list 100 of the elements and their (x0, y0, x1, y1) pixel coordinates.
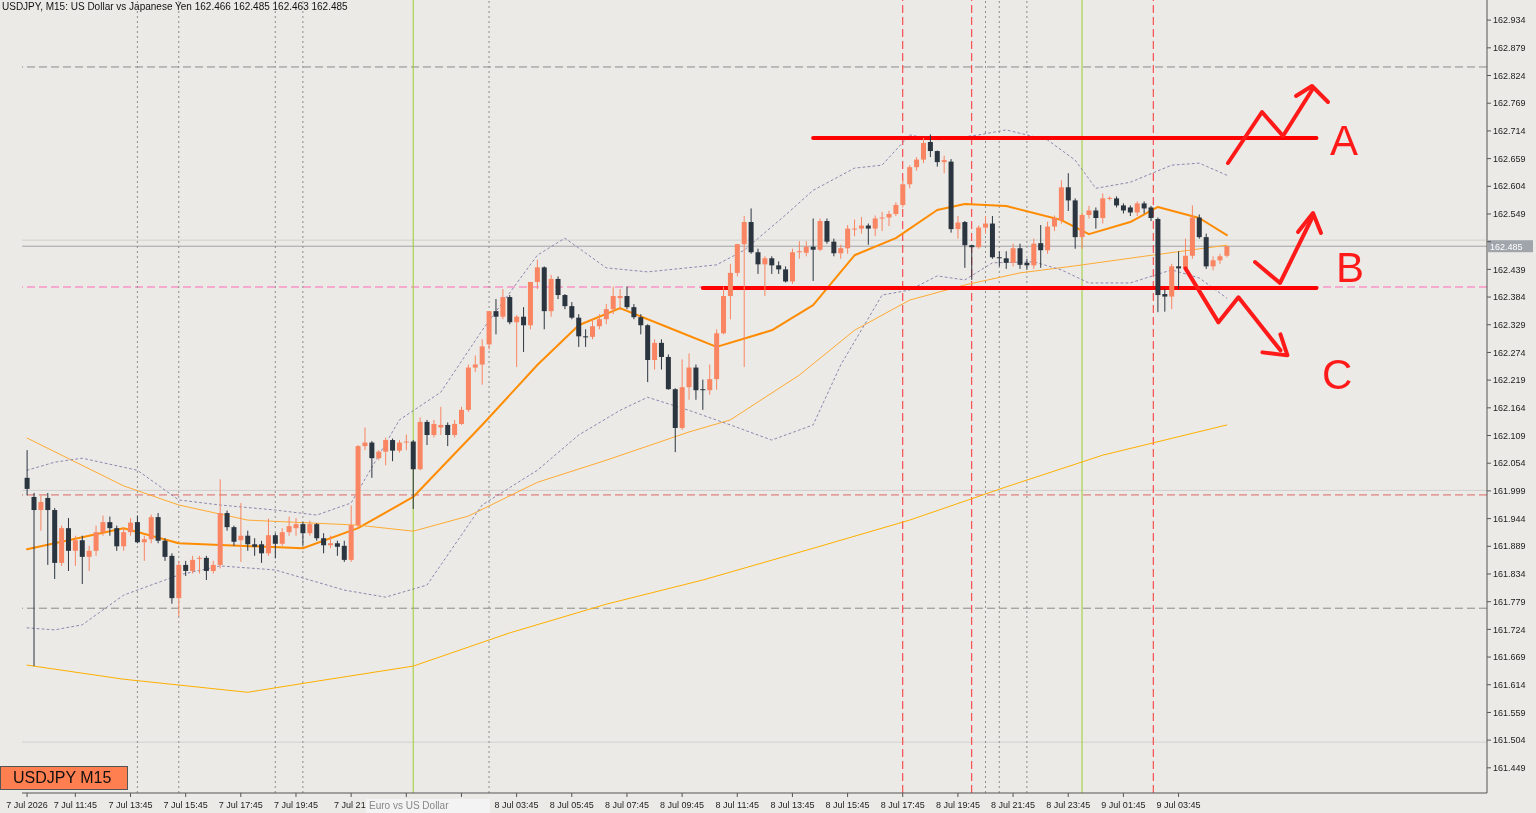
y-tick-label: 162.824 (1493, 70, 1526, 81)
y-tick-label: 162.879 (1493, 43, 1526, 54)
y-tick-label: 162.604 (1493, 181, 1526, 192)
candlestick (459, 406, 465, 426)
candlestick (796, 240, 802, 260)
candlestick (1010, 243, 1016, 267)
candlestick (686, 352, 692, 401)
y-tick-label: 161.669 (1493, 652, 1526, 663)
x-tick-label: 7 Jul 11:45 (53, 800, 98, 810)
candlestick (638, 313, 644, 335)
candlestick (624, 285, 630, 310)
candlestick (265, 518, 271, 557)
candlestick (865, 223, 871, 246)
line-series (26, 424, 1228, 693)
x-tick-label: 8 Jul 15:45 (825, 800, 870, 810)
x-tick-label: 7 Jul 2026 (6, 800, 48, 810)
y-tick-label: 162.219 (1493, 375, 1526, 386)
candlestick (693, 364, 699, 401)
x-tick-label: 9 Jul 03:45 (1156, 800, 1201, 810)
candlestick (100, 515, 106, 537)
candlestick (1100, 192, 1106, 225)
candlestick (576, 313, 582, 348)
candlestick (24, 449, 30, 496)
candlestick (31, 492, 37, 667)
candlestick (741, 215, 747, 368)
y-tick-label: 162.274 (1493, 347, 1526, 358)
candlestick (134, 515, 140, 544)
y-tick-label: 162.109 (1493, 430, 1526, 441)
candlestick (1217, 253, 1223, 265)
line-series (26, 202, 1228, 551)
candlestick (886, 210, 892, 227)
x-tick-label: 8 Jul 19:45 (935, 800, 980, 810)
candlestick (341, 540, 347, 563)
candlestick (224, 510, 230, 532)
annotation: A (1330, 117, 1359, 164)
x-tick-label: 8 Jul 17:45 (880, 800, 925, 810)
candlestick (845, 224, 851, 255)
candlestick (603, 303, 609, 325)
x-tick-label: 7 Jul 15:45 (163, 800, 208, 810)
candlestick (93, 525, 99, 557)
x-tick-label: 8 Jul 03:45 (494, 800, 539, 810)
candlestick (369, 440, 375, 479)
candlestick (590, 318, 596, 340)
candlestick (962, 220, 968, 269)
candlestick (479, 338, 485, 386)
candlestick (293, 517, 299, 537)
x-tick-label: 8 Jul 23:45 (1046, 800, 1091, 810)
candlestick (259, 540, 265, 564)
candlestick (555, 275, 561, 300)
y-tick-label: 161.724 (1493, 624, 1526, 635)
candlestick (652, 338, 658, 371)
candlestick (879, 211, 885, 232)
candlestick (72, 535, 78, 567)
x-tick-label: 7 Jul 19:45 (273, 800, 318, 810)
candlestick (300, 521, 306, 547)
candlestick (121, 527, 127, 552)
candlestick (203, 555, 209, 581)
tab: Euro vs US Dollar (366, 799, 490, 813)
candlestick (79, 535, 85, 585)
candlestick (1045, 221, 1051, 255)
line-series (26, 129, 1228, 516)
candlestick (107, 516, 113, 537)
candlestick (445, 421, 451, 447)
y-tick-label: 162.769 (1493, 98, 1526, 109)
candlestick (927, 133, 933, 158)
candlestick (148, 514, 154, 544)
x-tick-label: 8 Jul 09:45 (660, 800, 705, 810)
candlestick (969, 244, 975, 281)
candlestick (45, 492, 51, 566)
y-tick-label: 162.659 (1493, 153, 1526, 164)
y-tick-label: 161.834 (1493, 569, 1526, 580)
candlestick (1065, 172, 1071, 212)
candlestick (658, 338, 664, 371)
x-tick-label: 8 Jul 21:45 (991, 800, 1036, 810)
x-tick-label: 8 Jul 07:45 (604, 800, 649, 810)
x-tick-label: 8 Jul 13:45 (770, 800, 815, 810)
x-tick-label: 9 Jul 01:45 (1101, 800, 1146, 810)
candlestick (810, 218, 816, 282)
y-tick-label: 162.549 (1493, 209, 1526, 220)
ref-line-label: 162.485 (1490, 242, 1523, 253)
candlestick (1038, 224, 1044, 269)
y-tick-label: 161.889 (1493, 541, 1526, 552)
candlestick (996, 250, 1002, 267)
candlestick (272, 532, 278, 559)
candlestick (424, 419, 430, 446)
candlestick (493, 298, 499, 335)
y-tick-label: 161.999 (1493, 486, 1526, 497)
candlestick (700, 379, 706, 411)
candlestick (1210, 255, 1216, 271)
candlestick (231, 525, 237, 547)
x-tick-label: 8 Jul 11:45 (715, 800, 759, 810)
x-tick-label: 7 Jul 21: (334, 800, 369, 810)
y-tick-label: 162.384 (1493, 292, 1526, 303)
candlestick (286, 516, 292, 537)
candlestick (534, 259, 540, 290)
candlestick (383, 437, 389, 466)
y-tick-label: 161.504 (1493, 735, 1526, 746)
candlestick (1093, 206, 1099, 230)
candlestick (86, 545, 92, 572)
x-tick-label: 7 Jul 13:45 (108, 800, 153, 810)
